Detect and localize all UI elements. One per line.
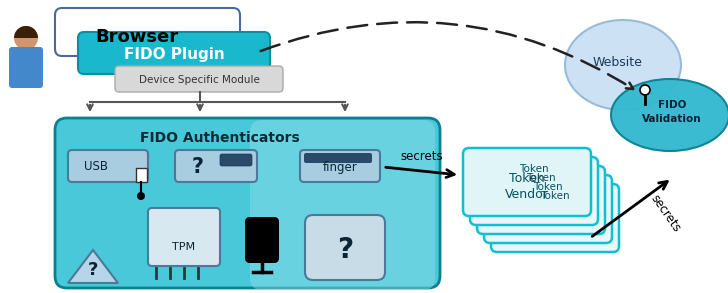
FancyBboxPatch shape [245,217,279,263]
Text: Token: Token [533,182,563,192]
Text: ?: ? [337,236,353,264]
Text: finger: finger [323,161,357,173]
FancyBboxPatch shape [220,154,252,166]
FancyBboxPatch shape [175,150,257,182]
Ellipse shape [611,79,728,151]
Circle shape [640,85,650,95]
FancyBboxPatch shape [9,47,43,88]
Circle shape [137,192,145,200]
FancyBboxPatch shape [78,32,270,74]
FancyBboxPatch shape [463,148,591,216]
Text: secrets: secrets [648,192,683,234]
Text: secrets: secrets [400,151,443,163]
Text: Token: Token [519,164,549,174]
Text: Device Specific Module: Device Specific Module [138,75,259,85]
FancyBboxPatch shape [136,168,147,182]
Text: FIDO Plugin: FIDO Plugin [124,47,224,62]
Text: Browser: Browser [95,28,178,46]
FancyBboxPatch shape [304,153,372,163]
FancyBboxPatch shape [470,157,598,225]
Text: TPM: TPM [173,242,196,252]
FancyBboxPatch shape [55,8,240,56]
Text: Token: Token [540,191,570,201]
Circle shape [14,26,38,50]
FancyBboxPatch shape [477,166,605,234]
FancyBboxPatch shape [491,184,619,252]
FancyBboxPatch shape [250,120,435,290]
Wedge shape [14,26,38,38]
FancyBboxPatch shape [300,150,380,182]
FancyArrowPatch shape [261,22,633,89]
FancyBboxPatch shape [305,215,385,280]
Text: Token: Token [509,171,545,185]
Text: Vendor: Vendor [505,188,549,202]
FancyBboxPatch shape [68,150,148,182]
Text: Token: Token [526,173,555,183]
FancyBboxPatch shape [55,118,440,288]
Text: Website: Website [593,55,643,69]
Text: USB: USB [84,161,108,173]
FancyBboxPatch shape [484,175,612,243]
Polygon shape [68,250,118,283]
Text: ?: ? [88,261,98,279]
FancyBboxPatch shape [115,66,283,92]
Text: FIDO Authenticators: FIDO Authenticators [140,131,300,145]
Text: FIDO
Validation: FIDO Validation [642,100,702,124]
Text: ?: ? [192,157,204,177]
FancyBboxPatch shape [148,208,220,266]
Ellipse shape [565,20,681,110]
